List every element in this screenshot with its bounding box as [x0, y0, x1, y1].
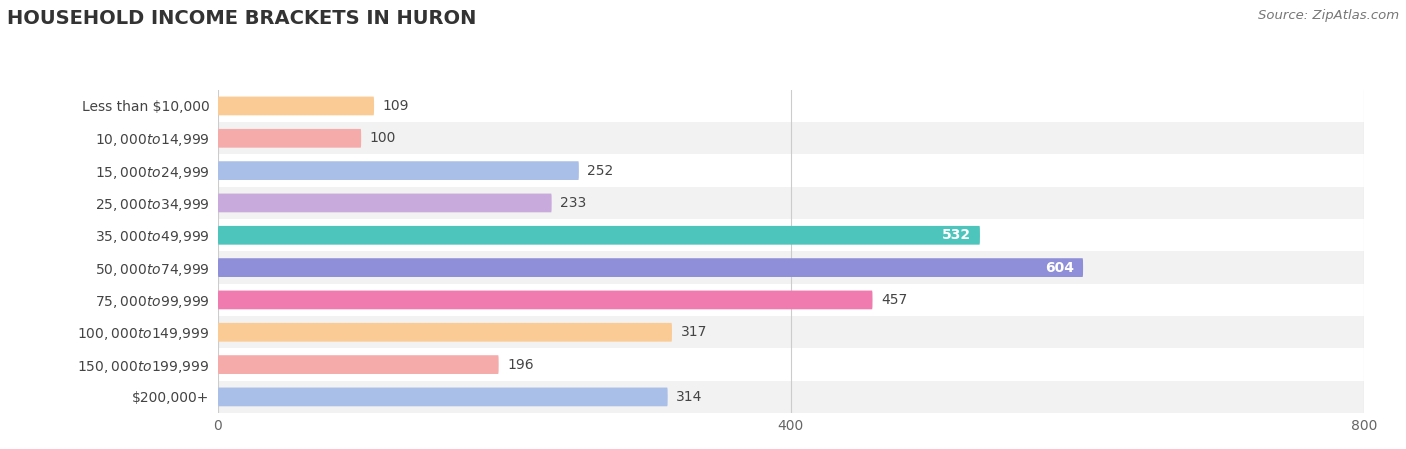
FancyBboxPatch shape: [218, 97, 374, 115]
Bar: [218, 122, 1364, 154]
Text: Source: ZipAtlas.com: Source: ZipAtlas.com: [1258, 9, 1399, 22]
Text: 457: 457: [882, 293, 907, 307]
FancyBboxPatch shape: [218, 258, 1083, 277]
Bar: [218, 187, 1364, 219]
Text: 317: 317: [681, 325, 707, 339]
Bar: [218, 348, 1364, 381]
Text: 314: 314: [676, 390, 703, 404]
FancyBboxPatch shape: [218, 194, 551, 212]
Text: 100: 100: [370, 131, 396, 145]
Text: 196: 196: [508, 357, 534, 372]
FancyBboxPatch shape: [218, 161, 579, 180]
Bar: [218, 154, 1364, 187]
Bar: [218, 251, 1364, 284]
FancyBboxPatch shape: [218, 291, 873, 309]
Bar: [218, 90, 1364, 122]
Text: 109: 109: [382, 99, 409, 113]
Text: HOUSEHOLD INCOME BRACKETS IN HURON: HOUSEHOLD INCOME BRACKETS IN HURON: [7, 9, 477, 28]
Bar: [218, 284, 1364, 316]
Text: 252: 252: [588, 163, 614, 178]
FancyBboxPatch shape: [218, 226, 980, 245]
Text: 532: 532: [942, 228, 972, 242]
FancyBboxPatch shape: [218, 323, 672, 342]
Bar: [218, 316, 1364, 348]
FancyBboxPatch shape: [218, 129, 361, 148]
FancyBboxPatch shape: [218, 387, 668, 406]
Text: 604: 604: [1046, 260, 1074, 275]
Bar: [218, 381, 1364, 413]
Text: 233: 233: [560, 196, 586, 210]
Bar: [218, 219, 1364, 251]
FancyBboxPatch shape: [218, 355, 499, 374]
